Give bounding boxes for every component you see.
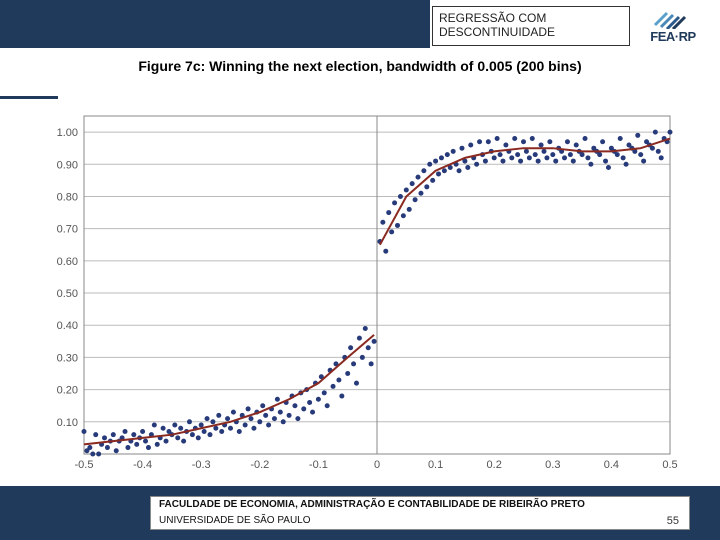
header-line1: REGRESSÃO COM xyxy=(439,11,623,25)
svg-text:-0.1: -0.1 xyxy=(309,459,328,471)
svg-text:0.90: 0.90 xyxy=(57,159,78,171)
header-topic-box: REGRESSÃO COM DESCONTINUIDADE xyxy=(432,6,630,46)
svg-text:0.40: 0.40 xyxy=(57,320,78,332)
svg-text:-0.4: -0.4 xyxy=(133,459,152,471)
svg-text:-0.5: -0.5 xyxy=(75,459,94,471)
svg-text:-0.3: -0.3 xyxy=(192,459,211,471)
footer-line1: FACULDADE DE ECONOMIA, ADMINISTRAÇÃO E C… xyxy=(159,499,681,510)
svg-text:0.60: 0.60 xyxy=(57,256,78,268)
svg-text:0.3: 0.3 xyxy=(545,459,560,471)
footer-bar: FACULDADE DE ECONOMIA, ADMINISTRAÇÃO E C… xyxy=(0,486,720,540)
svg-text:0.30: 0.30 xyxy=(57,352,78,364)
svg-text:0.4: 0.4 xyxy=(604,459,619,471)
svg-text:1.00: 1.00 xyxy=(57,127,78,139)
svg-text:0.80: 0.80 xyxy=(57,191,78,203)
svg-text:0.10: 0.10 xyxy=(57,417,78,429)
page-number: 55 xyxy=(667,515,679,527)
header-line2: DESCONTINUIDADE xyxy=(439,25,623,39)
footer-box: FACULDADE DE ECONOMIA, ADMINISTRAÇÃO E C… xyxy=(150,496,690,530)
svg-text:0.2: 0.2 xyxy=(487,459,502,471)
chart-title: Figure 7c: Winning the next election, ba… xyxy=(70,58,650,74)
svg-text:0: 0 xyxy=(374,459,380,471)
logo-text: FEA·RP xyxy=(650,29,695,44)
accent-bar xyxy=(0,96,58,99)
institution-logo: FEA·RP xyxy=(642,6,704,46)
svg-text:0.50: 0.50 xyxy=(57,288,78,300)
svg-text:0.20: 0.20 xyxy=(57,385,78,397)
svg-text:-0.2: -0.2 xyxy=(250,459,269,471)
header-bar xyxy=(0,0,430,48)
rd-scatter-chart: 0.100.200.300.400.500.600.700.800.901.00… xyxy=(40,108,680,478)
logo-stripes-icon xyxy=(653,9,693,29)
svg-text:0.1: 0.1 xyxy=(428,459,443,471)
svg-text:0.70: 0.70 xyxy=(57,224,78,236)
svg-text:0.5: 0.5 xyxy=(662,459,677,471)
footer-line2: UNIVERSIDADE DE SÃO PAULO xyxy=(159,515,311,526)
